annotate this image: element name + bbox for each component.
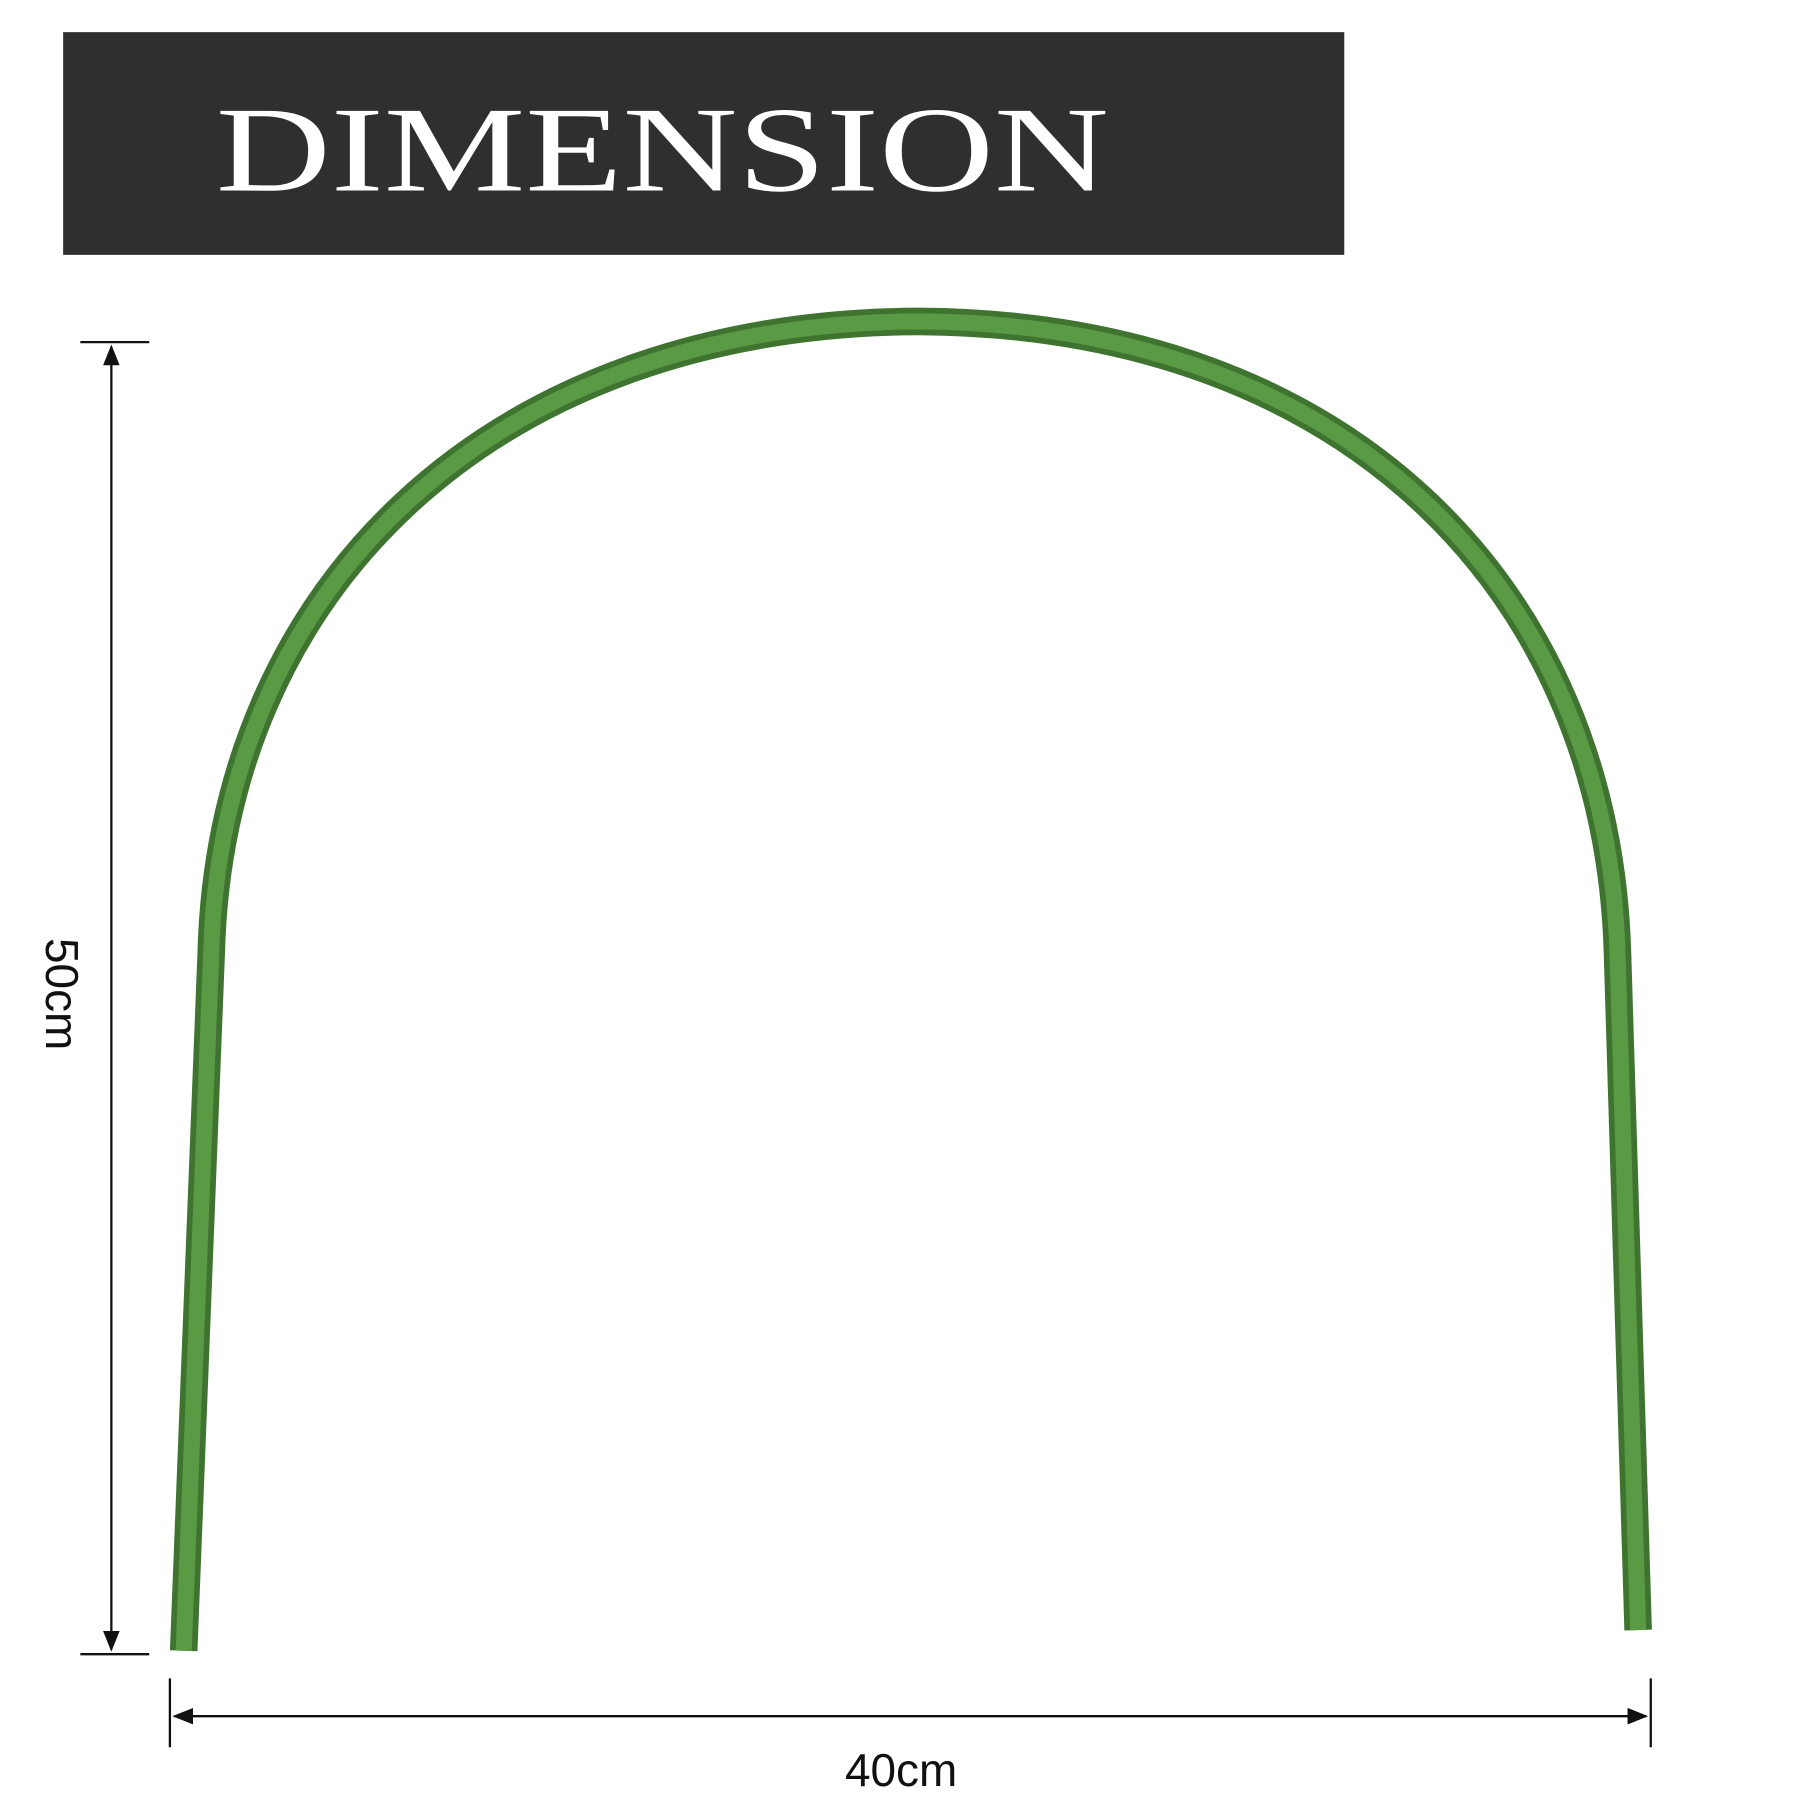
garden-hoop-arch bbox=[169, 307, 1652, 1652]
title-banner: DIMENSION bbox=[63, 32, 1345, 255]
height-label: 50cm bbox=[36, 938, 88, 1050]
banner-title: DIMENSION bbox=[216, 84, 1109, 218]
height-dimension-line: 50cm bbox=[36, 340, 150, 1656]
width-dimension-line: 40cm bbox=[168, 1678, 1652, 1796]
width-label: 40cm bbox=[845, 1744, 957, 1796]
